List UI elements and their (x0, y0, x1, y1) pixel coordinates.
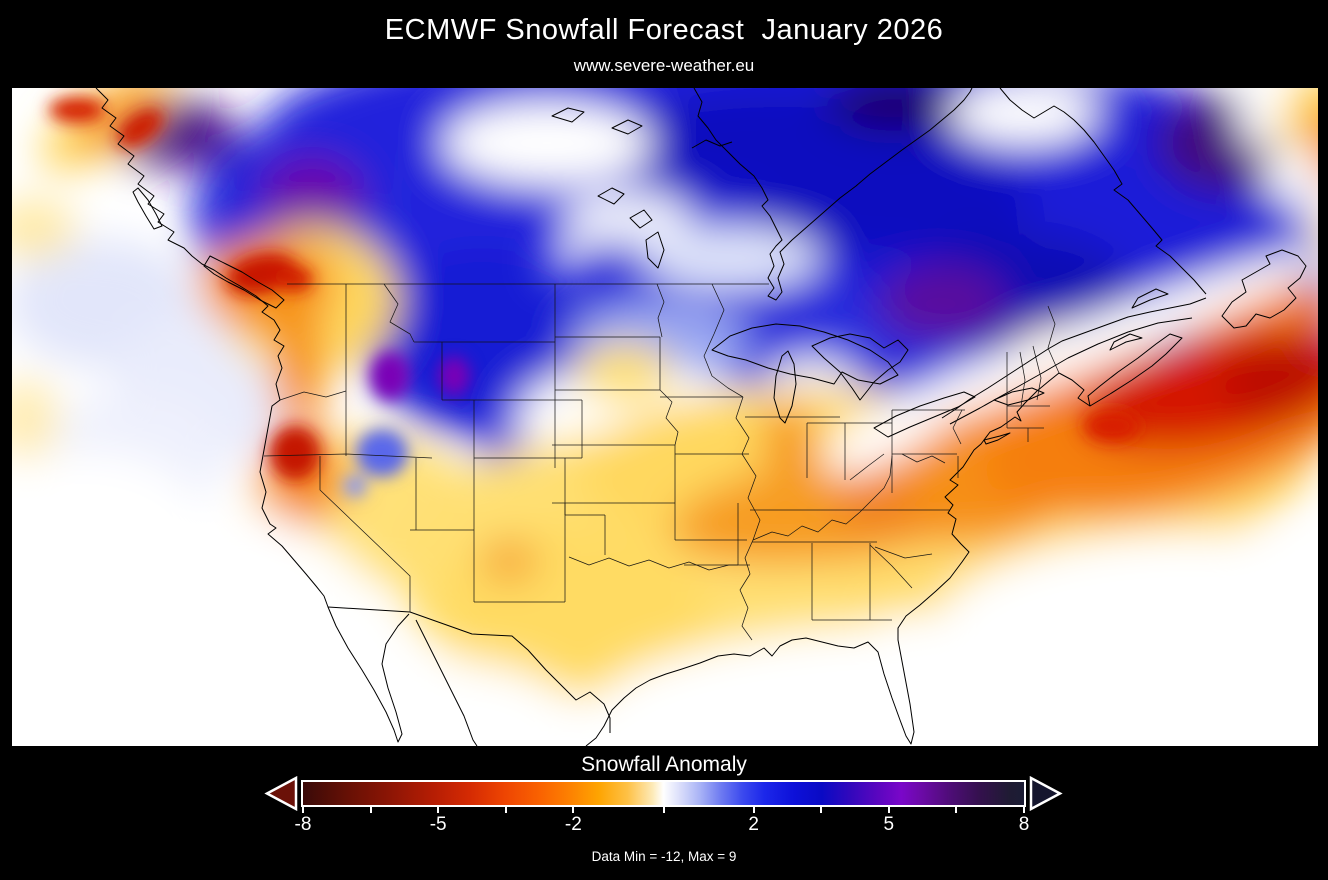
colorbar-tick-labels: -8 -5 -2 2 5 8 (295, 814, 1030, 836)
tick-label: 5 (883, 814, 895, 835)
state-borders (263, 283, 1060, 641)
tick-label: -5 (429, 814, 447, 835)
snowfall-anomaly-map (12, 88, 1318, 746)
page-title: ECMWF Snowfall Forecast January 2026 (384, 14, 944, 46)
colorbar-title: Snowfall Anomaly (581, 753, 747, 776)
colorbar-gradient (301, 780, 1026, 807)
data-range-footnote: Data Min = -12, Max = 9 (591, 849, 737, 864)
left-arrow-triangle (264, 776, 298, 811)
tick-label: 8 (1018, 814, 1030, 835)
anomaly-field (12, 88, 1318, 746)
map-canvas (12, 88, 1318, 746)
colorbar-right-arrow-icon (1029, 776, 1063, 811)
right-arrow-triangle (1029, 776, 1063, 811)
tick-label: 2 (748, 814, 759, 835)
anomaly-hotspots (49, 97, 1140, 497)
tick-label: -8 (294, 814, 312, 835)
tick-label: -2 (564, 814, 582, 835)
colorbar-left-arrow-icon (264, 776, 298, 811)
coastlines (95, 88, 1307, 746)
source-watermark: www.severe-weather.eu (573, 56, 755, 75)
colorbar-ticks (302, 806, 1025, 813)
